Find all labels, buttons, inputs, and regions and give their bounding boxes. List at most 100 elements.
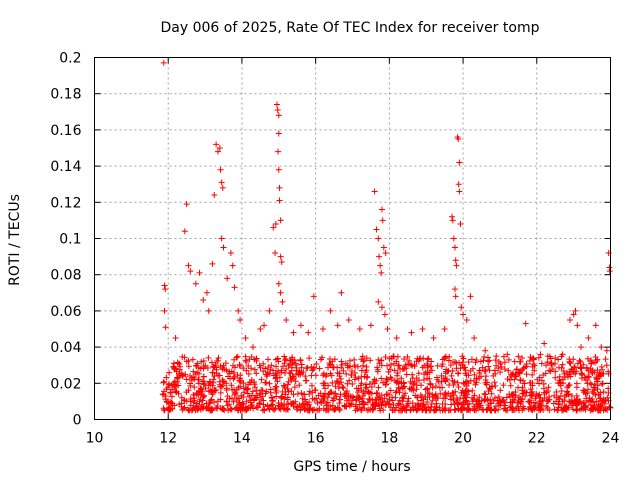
data-point (369, 401, 376, 408)
data-point (494, 397, 501, 404)
data-point (517, 376, 524, 383)
data-point (482, 347, 489, 354)
data-point (574, 396, 581, 403)
data-point (278, 367, 285, 374)
data-point (438, 363, 445, 370)
data-point (289, 400, 296, 407)
data-point (266, 405, 273, 412)
data-point (394, 372, 401, 379)
data-point (371, 188, 378, 195)
data-point (401, 356, 408, 363)
data-point (460, 399, 467, 406)
data-point (240, 365, 247, 372)
data-point (475, 398, 482, 405)
data-point (159, 391, 166, 398)
data-point (467, 377, 474, 384)
data-point (455, 370, 462, 377)
data-point (178, 400, 185, 407)
data-point (365, 389, 372, 396)
x-tick-label: 20 (454, 431, 472, 447)
data-point (521, 405, 528, 412)
data-point (306, 391, 313, 398)
data-point (266, 307, 273, 314)
data-point (436, 404, 443, 411)
data-point (470, 396, 477, 403)
data-point (397, 366, 404, 373)
data-point (554, 407, 561, 414)
data-point (378, 362, 385, 369)
data-point (359, 353, 366, 360)
data-point (537, 351, 544, 358)
data-point (344, 362, 351, 369)
data-point (283, 365, 290, 372)
data-point (170, 381, 177, 388)
data-point (566, 381, 573, 388)
data-point (418, 382, 425, 389)
data-point (302, 373, 309, 380)
data-point (598, 344, 605, 351)
data-point (304, 401, 311, 408)
data-point (191, 384, 198, 391)
data-point (546, 367, 553, 374)
data-point (301, 391, 308, 398)
data-point (249, 344, 256, 351)
data-point (573, 380, 580, 387)
data-point (448, 401, 455, 408)
data-point (538, 360, 545, 367)
data-point (165, 406, 172, 413)
data-point (298, 390, 305, 397)
data-point (594, 386, 601, 393)
data-point (458, 304, 465, 311)
data-point (500, 353, 507, 360)
data-point (356, 326, 363, 332)
data-point (481, 397, 488, 404)
data-point (301, 406, 308, 413)
data-point (360, 358, 367, 365)
data-point (467, 293, 474, 300)
data-point (204, 404, 211, 411)
data-point (449, 367, 456, 374)
data-point (201, 392, 208, 399)
data-point (452, 257, 459, 264)
data-point (209, 260, 216, 267)
data-point (363, 355, 370, 362)
data-point (577, 364, 584, 371)
data-point (375, 356, 382, 363)
data-point (305, 329, 312, 336)
data-point (504, 376, 511, 383)
data-point (405, 361, 412, 368)
data-point (540, 381, 547, 388)
data-point (270, 224, 277, 231)
data-point (300, 369, 307, 376)
data-point (508, 373, 515, 380)
data-point (479, 364, 486, 371)
data-point (565, 391, 572, 398)
data-point (419, 364, 426, 371)
data-point (253, 387, 260, 394)
chart-title: Day 006 of 2025, Rate Of TEC Index for r… (161, 20, 540, 36)
data-point (471, 403, 478, 410)
y-tick-label: 0.08 (50, 268, 81, 284)
data-point (382, 353, 389, 360)
data-point (192, 280, 199, 287)
data-point (167, 389, 174, 396)
data-point (455, 383, 462, 390)
data-point (487, 386, 494, 393)
data-point (195, 392, 202, 399)
data-point (200, 358, 207, 365)
data-point (280, 406, 287, 413)
data-point (226, 401, 233, 408)
data-point (375, 384, 382, 391)
data-point (375, 298, 382, 305)
data-point (274, 106, 281, 113)
data-point (456, 188, 463, 195)
data-point (211, 192, 218, 199)
data-point (211, 399, 218, 406)
data-point (214, 398, 221, 405)
data-point (192, 362, 199, 369)
data-point (374, 364, 381, 371)
data-point (231, 284, 238, 291)
data-point (226, 395, 233, 402)
data-point (169, 400, 176, 407)
data-point (590, 399, 597, 406)
